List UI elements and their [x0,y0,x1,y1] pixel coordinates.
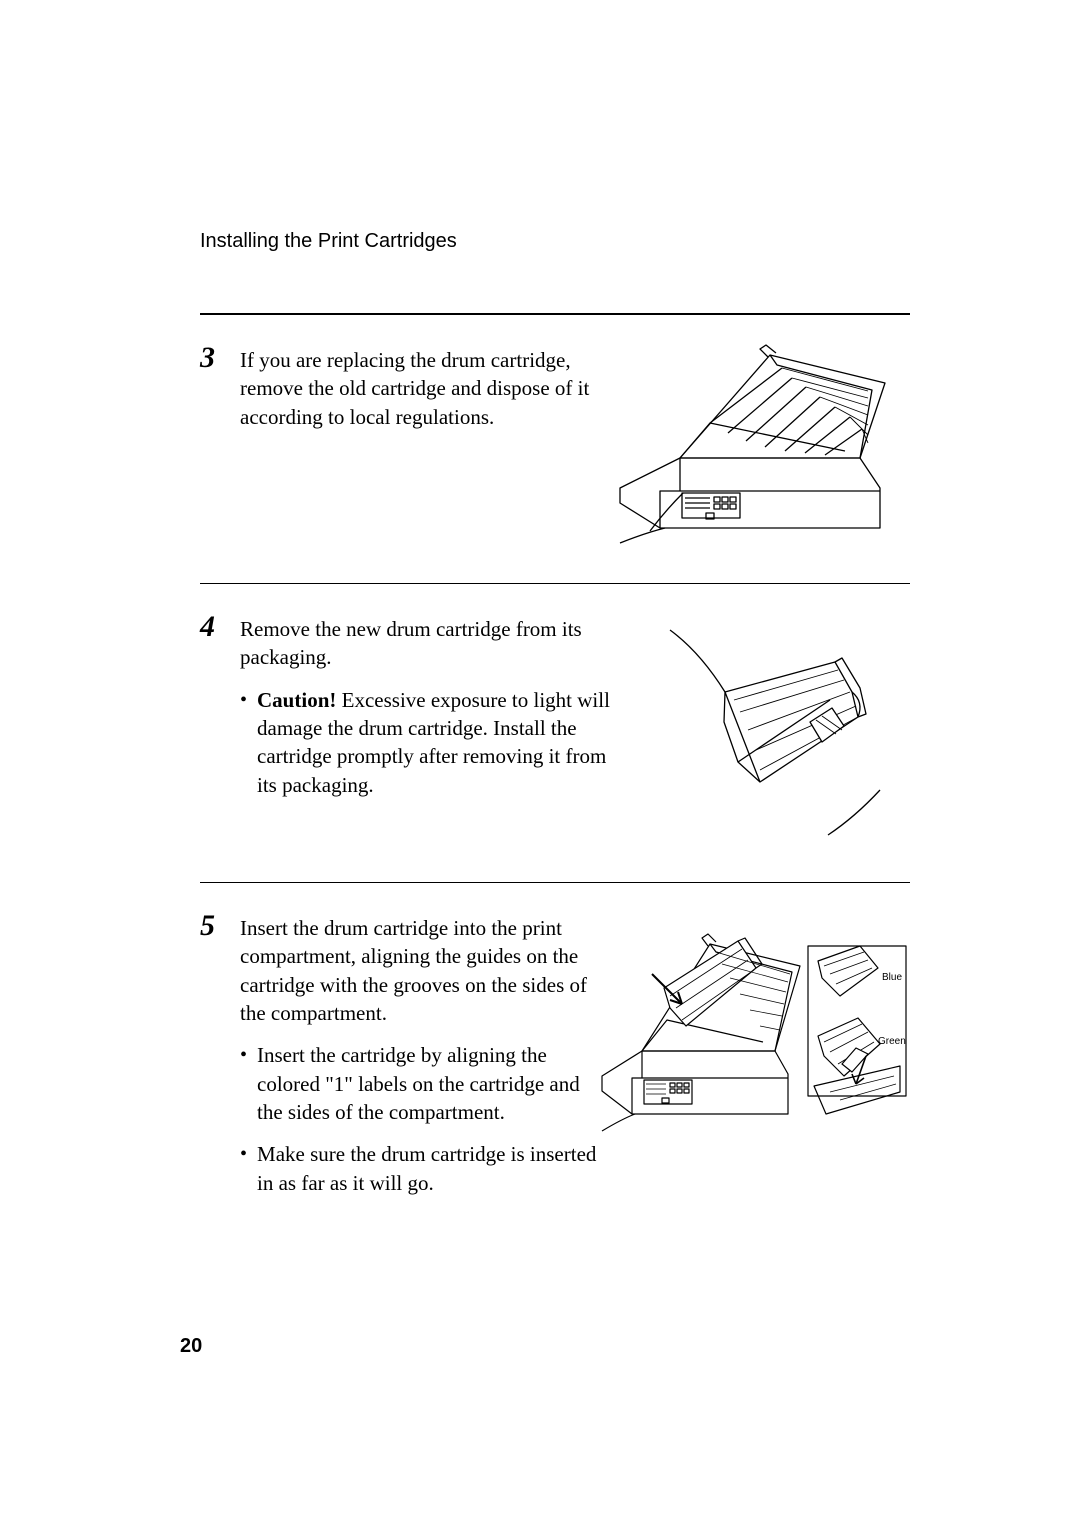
step-text: Insert the drum cartridge into the print… [240,914,610,1027]
step-text: If you are replacing the drum cartridge,… [240,343,610,431]
divider [200,583,910,584]
step-5: 5 Insert the drum cartridge into the pri… [200,911,910,1197]
bullet-marker: • [240,1041,247,1126]
divider [200,882,910,883]
label-blue: Blue [882,972,902,983]
step-body: Remove the new drum cartridge from its p… [240,612,610,799]
step-number: 4 [200,612,228,642]
step-body: Insert the drum cartridge into the print… [240,911,610,1197]
page-number: 20 [180,1335,202,1358]
bullet-text: Make sure the drum cartridge is inserted… [257,1140,610,1197]
illustration-insert-cartridge: Blue Green [600,916,910,1156]
section-header: Installing the Print Cartridges [200,230,910,253]
bullet-text: Insert the cartridge by aligning the col… [257,1041,610,1126]
step-number: 5 [200,911,228,941]
bullet: • Make sure the drum cartridge is insert… [240,1140,610,1197]
label-green: Green [878,1036,906,1047]
bullet-caution: • Caution! Excessive exposure to light w… [240,686,610,799]
illustration-cartridge [630,622,910,847]
illustration-printer-open [610,343,910,558]
caution-label: Caution! [257,688,336,712]
bullet-marker: • [240,686,247,799]
bullet: • Insert the cartridge by aligning the c… [240,1041,610,1126]
step-3: 3 If you are replacing the drum cartridg… [200,343,910,543]
step-4: 4 Remove the new drum cartridge from its… [200,612,910,842]
divider-top [200,313,910,315]
bullet-marker: • [240,1140,247,1197]
step-number: 3 [200,343,228,373]
step-text: Remove the new drum cartridge from its p… [240,615,610,672]
bullet-text: Caution! Excessive exposure to light wil… [257,686,610,799]
